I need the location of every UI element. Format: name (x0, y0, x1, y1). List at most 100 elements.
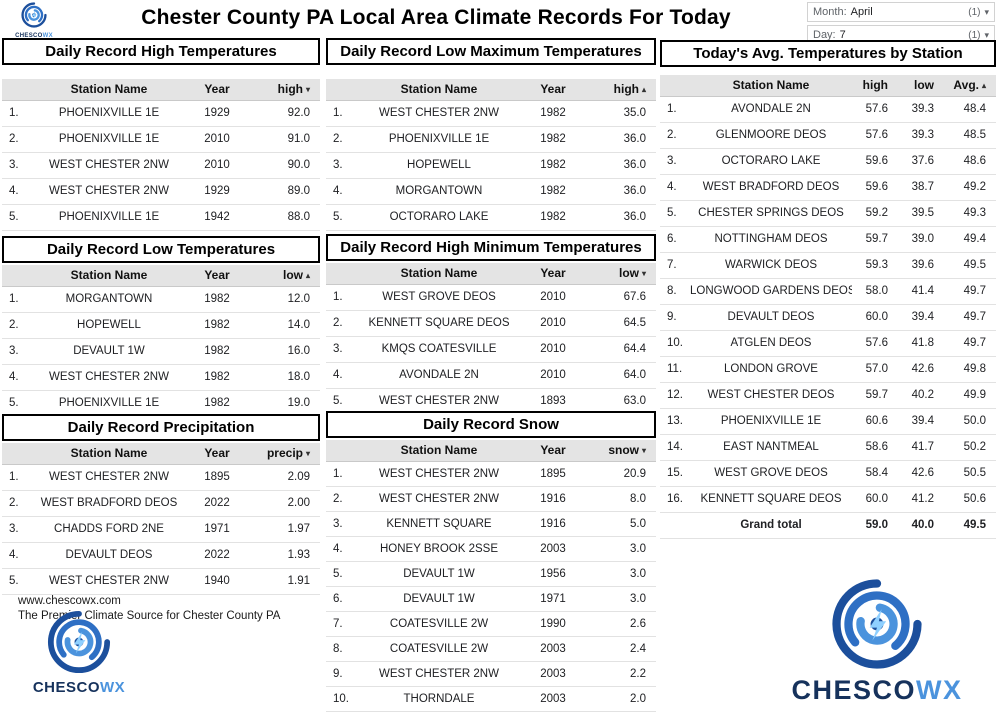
column-header-low[interactable]: low (898, 75, 944, 97)
table-cell: 16.0 (248, 338, 320, 365)
row-index: 1. (326, 461, 356, 487)
column-header-year[interactable]: Year (186, 443, 248, 465)
table-cell: 89.0 (248, 178, 320, 205)
table-cell: 37.6 (898, 148, 944, 175)
row-index: 9. (660, 304, 690, 331)
table-cell: 1982 (186, 390, 248, 417)
table-cell: THORNDALE (356, 686, 522, 712)
table-cell: 64.4 (584, 336, 656, 363)
row-index-header (326, 263, 356, 285)
table-row: 10. ATGLEN DEOS 57.6 41.8 49.7 (660, 330, 996, 357)
table-cell: 59.6 (852, 174, 898, 201)
sort-desc-icon: ▾ (641, 269, 646, 279)
page-title: Chester County PA Local Area Climate Rec… (141, 6, 731, 29)
column-header-year[interactable]: Year (522, 79, 584, 101)
table-cell: 57.6 (852, 96, 898, 123)
table-cell: WARWICK DEOS (690, 252, 852, 279)
column-header-stationname[interactable]: Station Name (32, 79, 186, 101)
table-cell: 2.09 (248, 464, 320, 491)
table-cell: 42.6 (898, 460, 944, 487)
table-cell: 40.2 (898, 382, 944, 409)
table-cell: 3.0 (584, 536, 656, 562)
panel-daily-record-high-minimum-temperatures: Daily Record High Minimum Temperatures S… (326, 234, 656, 415)
table-cell: PHOENIXVILLE 1E (32, 390, 186, 417)
column-header-year[interactable]: Year (186, 265, 248, 287)
table-row: 5. DEVAULT 1W 1956 3.0 (326, 561, 656, 587)
row-index: 2. (326, 486, 356, 512)
lightning-bolt-icon (31, 10, 37, 20)
row-index: 2. (326, 126, 356, 153)
table-row: 2. KENNETT SQUARE DEOS 2010 64.5 (326, 310, 656, 337)
table-cell: 1982 (186, 364, 248, 391)
column-header-stationname[interactable]: Station Name (32, 443, 186, 465)
table-cell: 2022 (186, 490, 248, 517)
tagline: The Premier Climate Source for Chester C… (18, 609, 281, 622)
column-header-high[interactable]: high ▾ (248, 79, 320, 101)
row-index: 5. (2, 568, 32, 595)
logo-wordmark: CHESCOWX (788, 677, 966, 704)
month-filter-value: April (850, 6, 873, 18)
row-index: 4. (326, 536, 356, 562)
column-header-avg[interactable]: Avg. ▴ (944, 75, 996, 97)
column-header-high[interactable]: high ▴ (584, 79, 656, 101)
chescowx-logo-large: CHESCOWX (788, 578, 966, 704)
table-cell: 41.2 (898, 486, 944, 513)
table-cell: HONEY BROOK 2SSE (356, 536, 522, 562)
panel-title: Daily Record Low Temperatures (2, 236, 320, 263)
column-header-stationname[interactable]: Station Name (356, 440, 522, 462)
row-index: 5. (326, 561, 356, 587)
column-header-high[interactable]: high (852, 75, 898, 97)
row-index: 2. (660, 122, 690, 149)
column-header-snow[interactable]: snow ▾ (584, 440, 656, 462)
table-row: 5. OCTORARO LAKE 1982 36.0 (326, 204, 656, 231)
row-index: 3. (2, 338, 32, 365)
row-index: 5. (2, 390, 32, 417)
panel-title: Daily Record Low Maximum Temperatures (326, 38, 656, 65)
row-index: 5. (660, 200, 690, 227)
record-snow-table: Station Name Year snow ▾ 1. WEST CHESTER 2NW 1… (326, 440, 656, 712)
table-row: 6. NOTTINGHAM DEOS 59.7 39.0 49.4 (660, 226, 996, 253)
column-header-low[interactable]: low ▾ (584, 263, 656, 285)
table-cell: 2.00 (248, 490, 320, 517)
table-cell: 1929 (186, 100, 248, 127)
table-cell: 49.4 (944, 226, 996, 253)
table-row: 4. DEVAULT DEOS 2022 1.93 (2, 542, 320, 569)
column-header-low[interactable]: low ▴ (248, 265, 320, 287)
table-row: 15. WEST GROVE DEOS 58.4 42.6 50.5 (660, 460, 996, 487)
row-index: 3. (326, 336, 356, 363)
table-cell: 1942 (186, 204, 248, 231)
table-cell: 58.4 (852, 460, 898, 487)
table-cell: 36.0 (584, 152, 656, 179)
month-filter[interactable]: Month: April (1) ▾ (807, 2, 995, 22)
table-cell: PHOENIXVILLE 1E (32, 126, 186, 153)
column-header-year[interactable]: Year (522, 263, 584, 285)
table-row: 2. WEST CHESTER 2NW 1916 8.0 (326, 486, 656, 512)
column-header-year[interactable]: Year (186, 79, 248, 101)
column-header-year[interactable]: Year (522, 440, 584, 462)
table-cell: 2.2 (584, 661, 656, 687)
column-header-precip[interactable]: precip ▾ (248, 443, 320, 465)
table-cell: 58.6 (852, 434, 898, 461)
column-header-stationname[interactable]: Station Name (356, 79, 522, 101)
table-cell: HOPEWELL (356, 152, 522, 179)
row-index: 2. (2, 490, 32, 517)
column-header-stationname[interactable]: Station Name (690, 75, 852, 97)
table-row: 2. WEST BRADFORD DEOS 2022 2.00 (2, 490, 320, 517)
panel-title: Daily Record Precipitation (2, 414, 320, 441)
table-row: 16. KENNETT SQUARE DEOS 60.0 41.2 50.6 (660, 486, 996, 513)
table-cell: GLENMOORE DEOS (690, 122, 852, 149)
table-cell: 91.0 (248, 126, 320, 153)
table-cell: 49.5 (944, 252, 996, 279)
table-row: 11. LONDON GROVE 57.0 42.6 49.8 (660, 356, 996, 383)
table-row: 6. DEVAULT 1W 1971 3.0 (326, 586, 656, 612)
table-row: 3. WEST CHESTER 2NW 2010 90.0 (2, 152, 320, 179)
table-row: 5. WEST CHESTER 2NW 1893 63.0 (326, 388, 656, 415)
column-header-stationname[interactable]: Station Name (32, 265, 186, 287)
table-row: 7. WARWICK DEOS 59.3 39.6 49.5 (660, 252, 996, 279)
column-header-stationname[interactable]: Station Name (356, 263, 522, 285)
row-index: 9. (326, 661, 356, 687)
table-cell: MORGANTOWN (32, 286, 186, 313)
logo-text-wx: WX (42, 33, 53, 39)
table-cell: DEVAULT DEOS (690, 304, 852, 331)
lightning-bolt-icon (869, 609, 887, 641)
